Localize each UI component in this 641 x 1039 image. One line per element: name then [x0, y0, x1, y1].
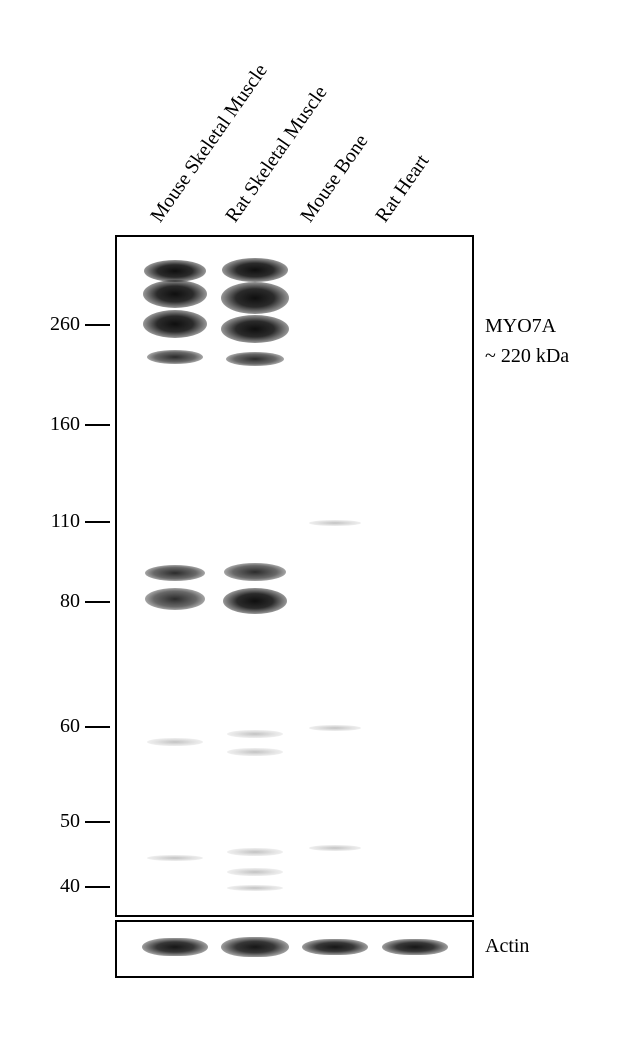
lane-label-4: Rat Heart	[371, 151, 434, 227]
blot-band	[143, 280, 207, 308]
blot-band	[143, 310, 207, 338]
blot-band	[309, 725, 361, 731]
loading-control-label: Actin	[485, 935, 529, 958]
actin-band	[302, 939, 368, 955]
blot-band	[309, 845, 361, 851]
blot-band	[221, 315, 289, 343]
blot-band	[223, 588, 287, 614]
target-mw-label: ~ 220 kDa	[485, 345, 569, 368]
blot-band	[147, 738, 203, 746]
blot-band	[144, 260, 206, 282]
actin-band	[142, 938, 208, 956]
actin-band	[221, 937, 289, 957]
target-name-label: MYO7A	[485, 315, 556, 338]
blot-band	[227, 868, 283, 876]
blot-band	[221, 282, 289, 314]
actin-band	[382, 939, 448, 955]
blot-band	[226, 352, 284, 366]
blot-band	[227, 848, 283, 856]
blot-band	[227, 885, 283, 891]
blot-band	[227, 730, 283, 738]
blot-band	[145, 565, 205, 581]
blot-band	[309, 520, 361, 526]
blot-band	[145, 588, 205, 610]
blot-band	[147, 855, 203, 861]
blot-band	[227, 748, 283, 756]
western-blot-figure: Mouse Skeletal Muscle Rat Skeletal Muscl…	[30, 30, 610, 1010]
blot-band	[147, 350, 203, 364]
blot-band	[222, 258, 288, 282]
lane-label-3: Mouse Bone	[296, 131, 373, 227]
blot-band	[224, 563, 286, 581]
